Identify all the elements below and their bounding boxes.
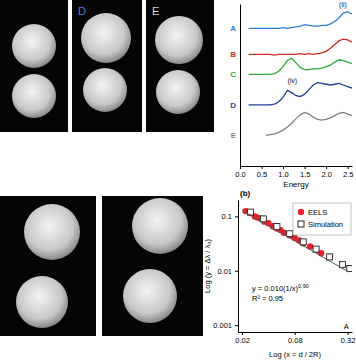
micrograph-background — [0, 196, 96, 336]
x-tick-mark — [326, 166, 327, 169]
x-tick: 1.5 — [300, 166, 310, 179]
data-point — [327, 254, 333, 260]
micrograph — [146, 0, 214, 132]
y-axis: 0.1 0.01 0.001 — [213, 201, 238, 333]
nanoparticle — [81, 13, 131, 63]
x-tick-mark — [295, 332, 296, 335]
micrograph-background — [146, 0, 214, 132]
series-label: B — [230, 50, 236, 59]
legend-marker — [298, 209, 304, 215]
annotation: (ii) — [339, 1, 347, 9]
y-axis-title: Log (y = Δλ / λ₀) — [203, 239, 212, 293]
y-tick-label: 0.01 — [217, 267, 232, 276]
y-tick: 0.1 — [222, 212, 238, 221]
x-tick-label: 0.08 — [288, 336, 303, 345]
nanoparticle — [155, 16, 203, 64]
y-tick-label: 0.1 — [222, 212, 232, 221]
y-tick: 0.001 — [213, 321, 238, 330]
plot-area — [249, 12, 352, 136]
x-tick-label: 1.0 — [278, 170, 288, 179]
annotation-text: R² = 0.95 — [252, 294, 283, 303]
x-tick: 0.08 — [288, 332, 303, 345]
nanoparticle — [83, 68, 127, 112]
data-point — [313, 246, 319, 252]
panel-label: E — [152, 5, 159, 17]
y-axis — [240, 5, 241, 167]
micrograph — [0, 196, 96, 336]
y-tick-mark — [235, 271, 238, 272]
panel-label: D — [78, 5, 86, 17]
y-tick-mark — [235, 325, 238, 326]
spectrum-line — [249, 12, 352, 29]
y-axis-line — [240, 5, 241, 167]
legend-label: Simulation — [308, 220, 343, 229]
nanoparticle — [12, 74, 56, 118]
x-axis: 0.02 0.08 0.32 — [235, 332, 355, 345]
spectrum-line — [249, 58, 352, 74]
annotation: A — [344, 322, 349, 331]
micrograph-background — [72, 0, 142, 132]
x-tick-label: 0.02 — [235, 336, 250, 345]
x-tick-mark — [242, 332, 243, 335]
x-tick-mark — [262, 166, 263, 169]
spectrum-line — [266, 113, 352, 136]
x-tick-label: 2.0 — [321, 170, 331, 179]
x-tick-mark — [305, 166, 306, 169]
micrograph — [0, 0, 68, 132]
micrograph-background — [102, 196, 203, 336]
x-tick: 1.0 — [278, 166, 288, 179]
y-axis-line — [238, 201, 239, 333]
legend: EELS Simulation — [293, 203, 351, 235]
y-tick-mark — [235, 216, 238, 217]
legend-box — [293, 203, 351, 235]
x-tick-label: 0.5 — [257, 170, 267, 179]
x-tick-label: 0.0 — [235, 170, 245, 179]
annotation: y = 0.010(1/x)0.90 — [252, 283, 309, 293]
nanoparticle — [123, 269, 177, 323]
chart-title: (b) — [240, 189, 251, 198]
micrograph-background — [0, 0, 68, 132]
annotation-text: A — [344, 322, 349, 331]
x-tick: 0.5 — [257, 166, 267, 179]
micrograph — [102, 196, 203, 336]
nanoparticle — [12, 24, 56, 68]
x-axis-line — [241, 166, 353, 167]
nanoparticle — [156, 70, 200, 114]
x-tick: 2.5 — [343, 166, 353, 179]
series-label: C — [230, 70, 236, 79]
nanoparticle — [132, 198, 188, 254]
x-tick-mark — [348, 332, 349, 335]
nanoparticle — [16, 276, 68, 328]
x-tick: 0.02 — [235, 332, 250, 345]
x-tick-label: 0.32 — [341, 336, 356, 345]
spectrum-line — [249, 39, 352, 55]
nanoparticle — [24, 204, 80, 260]
x-axis: 0.0 0.5 1.0 1.5 2.0 2.5 — [235, 166, 353, 179]
x-tick-mark — [348, 166, 349, 169]
x-tick: 2.0 — [321, 166, 331, 179]
annotation: (iv) — [287, 77, 297, 85]
x-axis-title: Log (x = d / 2R) — [269, 350, 321, 359]
data-point — [287, 231, 293, 237]
annotation-text: y = 0.010(1/x) — [252, 284, 299, 293]
y-tick-label: 0.001 — [213, 321, 232, 330]
x-tick: 0.0 — [235, 166, 245, 179]
series-label: D — [230, 101, 236, 110]
legend-label: EELS — [308, 208, 327, 217]
micrograph — [72, 0, 142, 132]
figure: DE0.00.51.01.52.02.5ABCDE(ii)(iv)Energy0… — [0, 0, 356, 364]
series-label: E — [231, 131, 237, 140]
x-tick-mark — [283, 166, 284, 169]
data-point — [347, 266, 352, 272]
y-tick: 0.01 — [217, 267, 238, 276]
annotation: R² = 0.95 — [252, 294, 283, 303]
x-tick-label: 1.5 — [300, 170, 310, 179]
legend-marker — [298, 221, 304, 227]
series-label: A — [230, 24, 236, 33]
x-tick-label: 2.5 — [343, 170, 353, 179]
x-axis-title: Energy — [283, 180, 308, 189]
spectrum-line — [249, 83, 352, 105]
annotation-superscript: 0.90 — [298, 283, 309, 289]
x-tick: 0.32 — [341, 332, 356, 345]
